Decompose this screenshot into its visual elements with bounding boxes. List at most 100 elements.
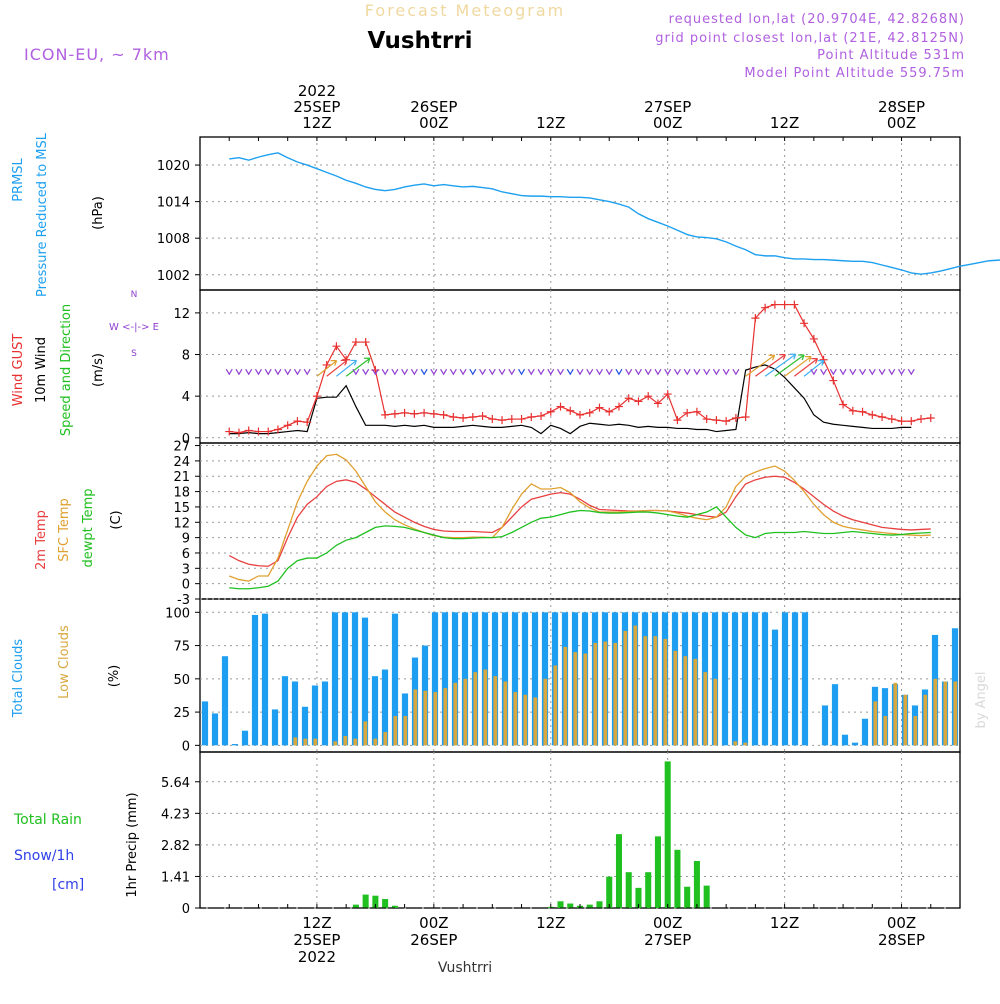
gust-marker — [595, 403, 604, 412]
y-tick-label: 15 — [173, 501, 190, 516]
low-cloud-bar — [613, 642, 618, 746]
gust-marker — [332, 342, 341, 351]
gust-marker — [926, 414, 935, 423]
x-bottom-label: 00Z — [653, 914, 682, 932]
gust-marker — [614, 402, 623, 411]
wind-arrow-head — [789, 353, 797, 360]
precip-bar — [586, 904, 593, 908]
total-cloud-bar — [511, 612, 519, 746]
wind-direction-arrow — [345, 357, 371, 377]
wind-direction-arrow — [586, 368, 594, 376]
x-bottom-label: 27SEP — [644, 931, 691, 949]
precip-bar — [664, 761, 671, 908]
wind-direction-arrow — [381, 368, 389, 376]
total-cloud-bar — [431, 612, 439, 746]
wind-direction-arrow — [391, 368, 399, 376]
gust-marker — [644, 392, 653, 401]
low-cloud-bar — [403, 716, 408, 746]
low-cloud-bar — [453, 682, 458, 746]
gust-marker — [731, 414, 740, 423]
wind-direction-arrow — [849, 368, 857, 376]
wind-direction-arrow — [326, 359, 348, 377]
gridpoint-coords: grid point closest lon,lat (21E, 42.8125… — [655, 31, 965, 46]
low-cloud-bar — [493, 676, 498, 746]
total-cloud-bar — [841, 734, 849, 746]
low-cloud-bar — [293, 737, 298, 746]
x-bottom-label: 2022 — [298, 948, 336, 966]
gust-marker — [537, 411, 546, 420]
wind-direction-arrow — [245, 368, 253, 376]
low-cloud-bar — [303, 738, 308, 746]
wind-direction-arrow — [352, 368, 360, 376]
y-tick-label: 12 — [173, 307, 190, 322]
gust-marker — [712, 416, 721, 425]
precip-bar — [596, 901, 603, 908]
gust-marker — [351, 338, 360, 347]
y-tick-label: 12 — [173, 516, 190, 531]
x-bottom-label: 00Z — [887, 914, 916, 932]
wind-direction-arrow — [745, 354, 775, 377]
wind-direction-arrow — [576, 368, 584, 376]
total-cloud-bar — [301, 706, 309, 746]
low-cloud-bar — [643, 636, 648, 746]
compass-s: S — [131, 349, 137, 359]
wind-direction-arrow — [898, 368, 906, 376]
wind-arrow-head — [330, 360, 338, 366]
wind-direction-arrow — [430, 368, 438, 376]
gust-marker — [878, 412, 887, 421]
gust-marker — [692, 407, 701, 416]
sfc-label: SFC Temp — [57, 498, 72, 562]
gust-marker — [722, 417, 731, 426]
gust-marker — [273, 425, 282, 434]
gust-marker — [576, 410, 584, 419]
precip-ylabel: 1hr Precip (mm) — [125, 792, 140, 897]
wind-direction-arrow — [264, 368, 272, 376]
low-cloud-bar — [563, 646, 568, 746]
y-tick-label: 25 — [173, 706, 190, 721]
precip-bar — [606, 876, 613, 908]
wind-direction-arrow — [693, 368, 701, 376]
wind-arrow-head — [340, 359, 348, 366]
wind-direction-arrow — [371, 368, 379, 376]
precip-bar — [635, 887, 642, 908]
total-cloud-bar — [761, 612, 769, 746]
precip-bar — [674, 849, 681, 908]
total-cloud-bar — [461, 612, 469, 746]
low-cloud-bar — [373, 738, 378, 746]
wind-direction-arrow — [362, 368, 370, 376]
wind-direction-arrow — [527, 368, 535, 376]
wind-direction-arrow — [420, 368, 428, 376]
low-cloud-bar — [633, 625, 638, 746]
total-cloud-bar — [821, 705, 829, 746]
y-tick-label: 24 — [173, 455, 190, 470]
wind-direction-arrow — [615, 368, 623, 376]
low-cloud-bar — [413, 689, 418, 746]
wind-direction-arrow — [829, 368, 837, 376]
wind-direction-arrow — [293, 368, 301, 376]
gust-marker — [868, 410, 877, 419]
total-cloud-bar — [791, 612, 799, 746]
total-cloud-bar — [281, 676, 289, 746]
total-cloud-bar — [311, 685, 319, 746]
total-cloud-bar — [391, 613, 399, 746]
low-cloud-bar — [573, 652, 578, 746]
total-cloud-bar — [441, 612, 449, 746]
x-top-label: 00Z — [887, 114, 916, 132]
gust-marker — [254, 427, 263, 436]
gust-marker — [225, 427, 234, 436]
speed-direction-label: Speed and Direction — [59, 304, 74, 436]
dewpt-line — [229, 506, 931, 590]
compass-n: N — [131, 290, 138, 300]
wind-direction-arrow — [449, 368, 457, 376]
wind-direction-arrow — [518, 368, 526, 376]
low-cloud-bar — [443, 688, 448, 746]
total-cloud-bar — [381, 669, 389, 746]
low-cloud-bar — [433, 692, 438, 746]
gust-marker — [848, 406, 857, 415]
low-clouds-label: Low Clouds — [57, 625, 72, 699]
total-cloud-bar — [351, 612, 359, 746]
gust-marker — [556, 402, 565, 411]
y-tick-label: 4.23 — [161, 807, 190, 822]
